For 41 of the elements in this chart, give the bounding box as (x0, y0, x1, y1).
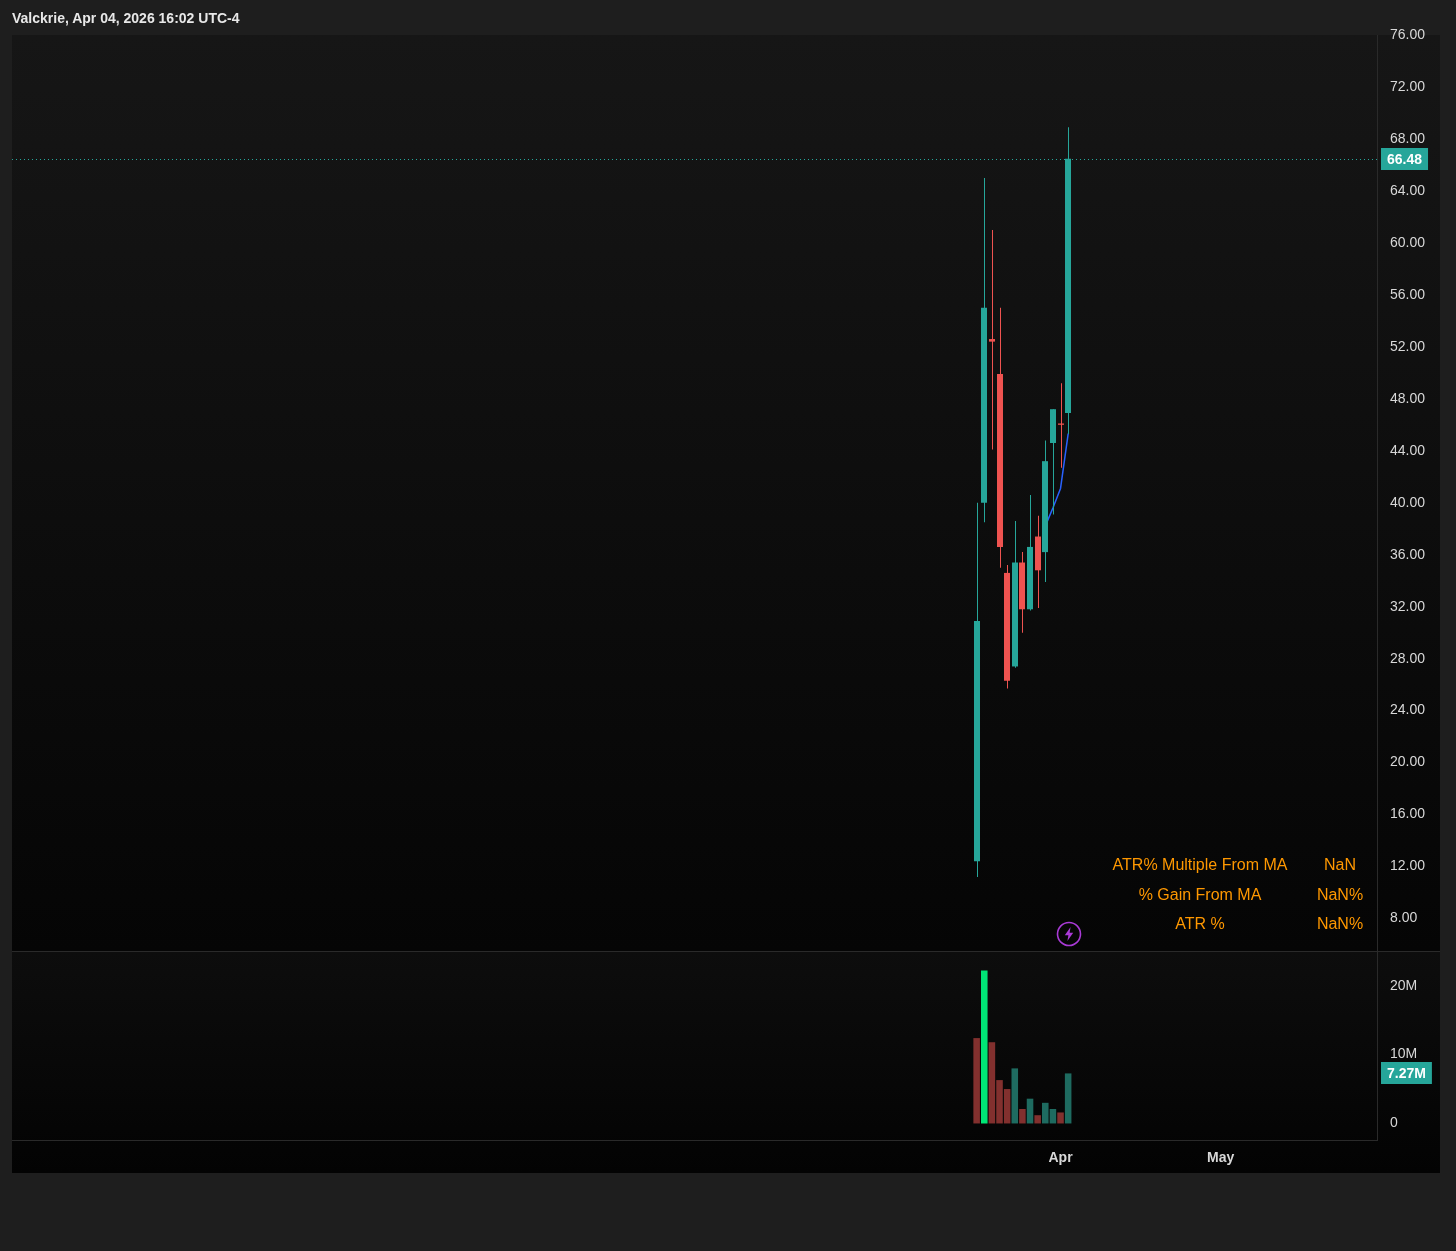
y-tick-label: 56.00 (1390, 285, 1426, 302)
bar (1019, 1109, 1026, 1124)
y-tick-label: 40.00 (1390, 493, 1426, 510)
y-tick-label: 8.00 (1390, 909, 1418, 926)
ref-line-label: 66.48 (1387, 150, 1423, 167)
y-tick-label: 24.00 (1390, 701, 1426, 718)
bar (1057, 1112, 1064, 1124)
y-tick-label: 36.00 (1390, 545, 1426, 562)
bar (1034, 1115, 1041, 1124)
y-tick-label: 76.00 (1390, 25, 1426, 42)
bar (1064, 1073, 1072, 1124)
annotation: ATR % (1175, 915, 1225, 932)
text: Valckrie, Apr 04, 2026 16:02 UTC-4 (12, 9, 240, 27)
annotation: NaN% (1316, 915, 1364, 932)
y-tick-label: 44.00 (1390, 441, 1426, 458)
bar (973, 1038, 980, 1124)
annotation: ATR% Multiple From MA (1112, 856, 1288, 873)
annotation: NaN (1323, 856, 1356, 873)
y-tick-label: 28.00 (1390, 649, 1426, 666)
annotation: NaN% (1316, 885, 1364, 903)
bar (1011, 1068, 1019, 1124)
y-tick-label: 52.00 (1390, 337, 1426, 354)
y-tick-label: 20.00 (1390, 753, 1426, 770)
y-tick-label: 48.00 (1390, 389, 1426, 406)
y-tick-label: 60.00 (1390, 233, 1426, 250)
candlestick (1058, 383, 1064, 468)
y-tick-label: 10M (1390, 1045, 1418, 1062)
y-tick-label: 72.00 (1390, 77, 1426, 94)
y-tick-label: 32.00 (1390, 597, 1426, 614)
x-tick-label: May (1207, 1149, 1235, 1166)
x-tick-label: Apr (1048, 1149, 1074, 1166)
candlestick (989, 229, 995, 450)
y-tick-label: 0 (1390, 1114, 1398, 1131)
text: 7.27M (1387, 1064, 1426, 1081)
bar (981, 970, 988, 1124)
y-tick-label: 12.00 (1390, 857, 1426, 874)
y-tick-label: 20M (1390, 976, 1418, 993)
y-tick-label: 68.00 (1390, 129, 1426, 146)
y-tick-label: 16.00 (1390, 805, 1426, 822)
y-tick-label: 64.00 (1390, 181, 1426, 198)
annotation: % Gain From MA (1138, 885, 1262, 903)
